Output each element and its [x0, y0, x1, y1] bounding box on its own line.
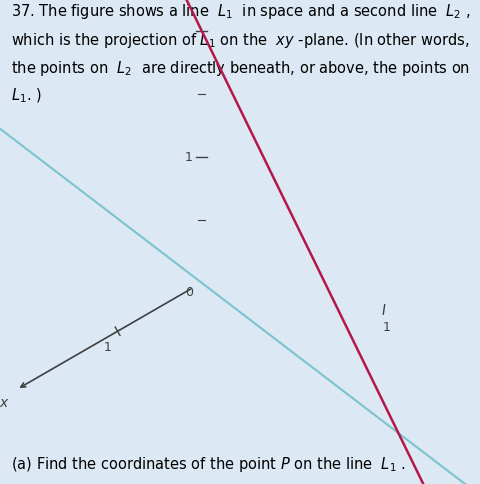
Text: $L_1$. ): $L_1$. ) — [11, 87, 41, 105]
Text: the points on  $L_2$  are directly beneath, or above, the points on: the points on $L_2$ are directly beneath… — [11, 59, 469, 77]
Text: 1: 1 — [185, 151, 193, 164]
Text: 1: 1 — [383, 320, 390, 333]
Text: 37. The figure shows a line  $L_1$  in space and a second line  $L_2$ ,: 37. The figure shows a line $L_1$ in spa… — [11, 2, 470, 21]
Text: 1: 1 — [104, 340, 112, 353]
Text: which is the projection of $L_1$ on the  $xy$ -plane. (In other words,: which is the projection of $L_1$ on the … — [11, 30, 469, 49]
Text: $x$: $x$ — [0, 395, 10, 409]
Text: (a) Find the coordinates of the point $P$ on the line  $L_1$ .: (a) Find the coordinates of the point $P… — [11, 454, 405, 473]
Text: 0: 0 — [185, 286, 193, 299]
